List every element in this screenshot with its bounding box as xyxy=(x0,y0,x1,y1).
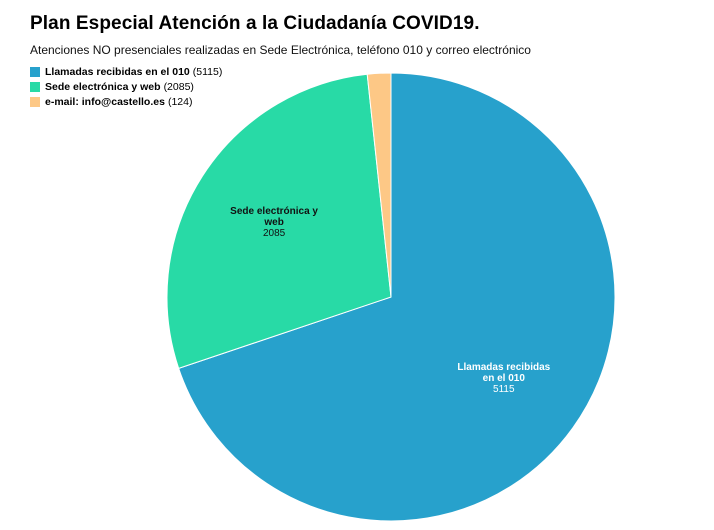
slice-label-line-sede: web xyxy=(263,217,283,228)
legend-swatch-email xyxy=(30,96,40,107)
legend-item-llamadas[interactable]: Llamadas recibidas en el 010 (5115) xyxy=(30,64,222,79)
pie-slice-email[interactable] xyxy=(366,72,392,298)
legend-count-llamadas: (5115) xyxy=(192,65,223,78)
legend-label-llamadas: Llamadas recibidas en el 010 xyxy=(45,65,190,78)
slice-label-line-llamadas: en el 010 xyxy=(483,373,526,384)
legend-label-sede: Sede electrónica y web xyxy=(45,80,161,93)
chart-title: Plan Especial Atención a la Ciudadanía C… xyxy=(30,13,480,34)
pie-slice-llamadas[interactable] xyxy=(178,72,616,522)
slice-label-line-sede: Sede electrónica y xyxy=(230,206,318,217)
pie-slice-sede[interactable] xyxy=(166,73,392,370)
legend-count-sede: (2085) xyxy=(163,80,194,93)
slice-value-llamadas: 5115 xyxy=(493,384,515,395)
legend-swatch-llamadas xyxy=(30,66,40,77)
slice-value-sede: 2085 xyxy=(263,228,286,239)
legend-item-email[interactable]: e-mail: info@castello.es (124) xyxy=(30,94,222,109)
slice-label-line-llamadas: Llamadas recibidas xyxy=(457,362,550,373)
chart-subtitle: Atenciones NO presenciales realizadas en… xyxy=(30,43,531,57)
legend-swatch-sede xyxy=(30,81,40,92)
legend-label-email: e-mail: info@castello.es xyxy=(45,95,165,108)
legend-count-email: (124) xyxy=(167,95,193,108)
legend: Llamadas recibidas en el 010 (5115) Sede… xyxy=(30,64,222,109)
legend-item-sede[interactable]: Sede electrónica y web (2085) xyxy=(30,79,222,94)
